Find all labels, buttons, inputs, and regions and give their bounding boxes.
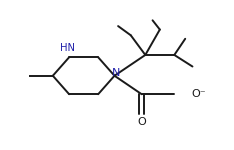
Text: HN: HN bbox=[60, 43, 75, 53]
Text: N: N bbox=[112, 68, 121, 78]
Text: O: O bbox=[137, 117, 146, 127]
Text: O⁻: O⁻ bbox=[192, 89, 206, 99]
